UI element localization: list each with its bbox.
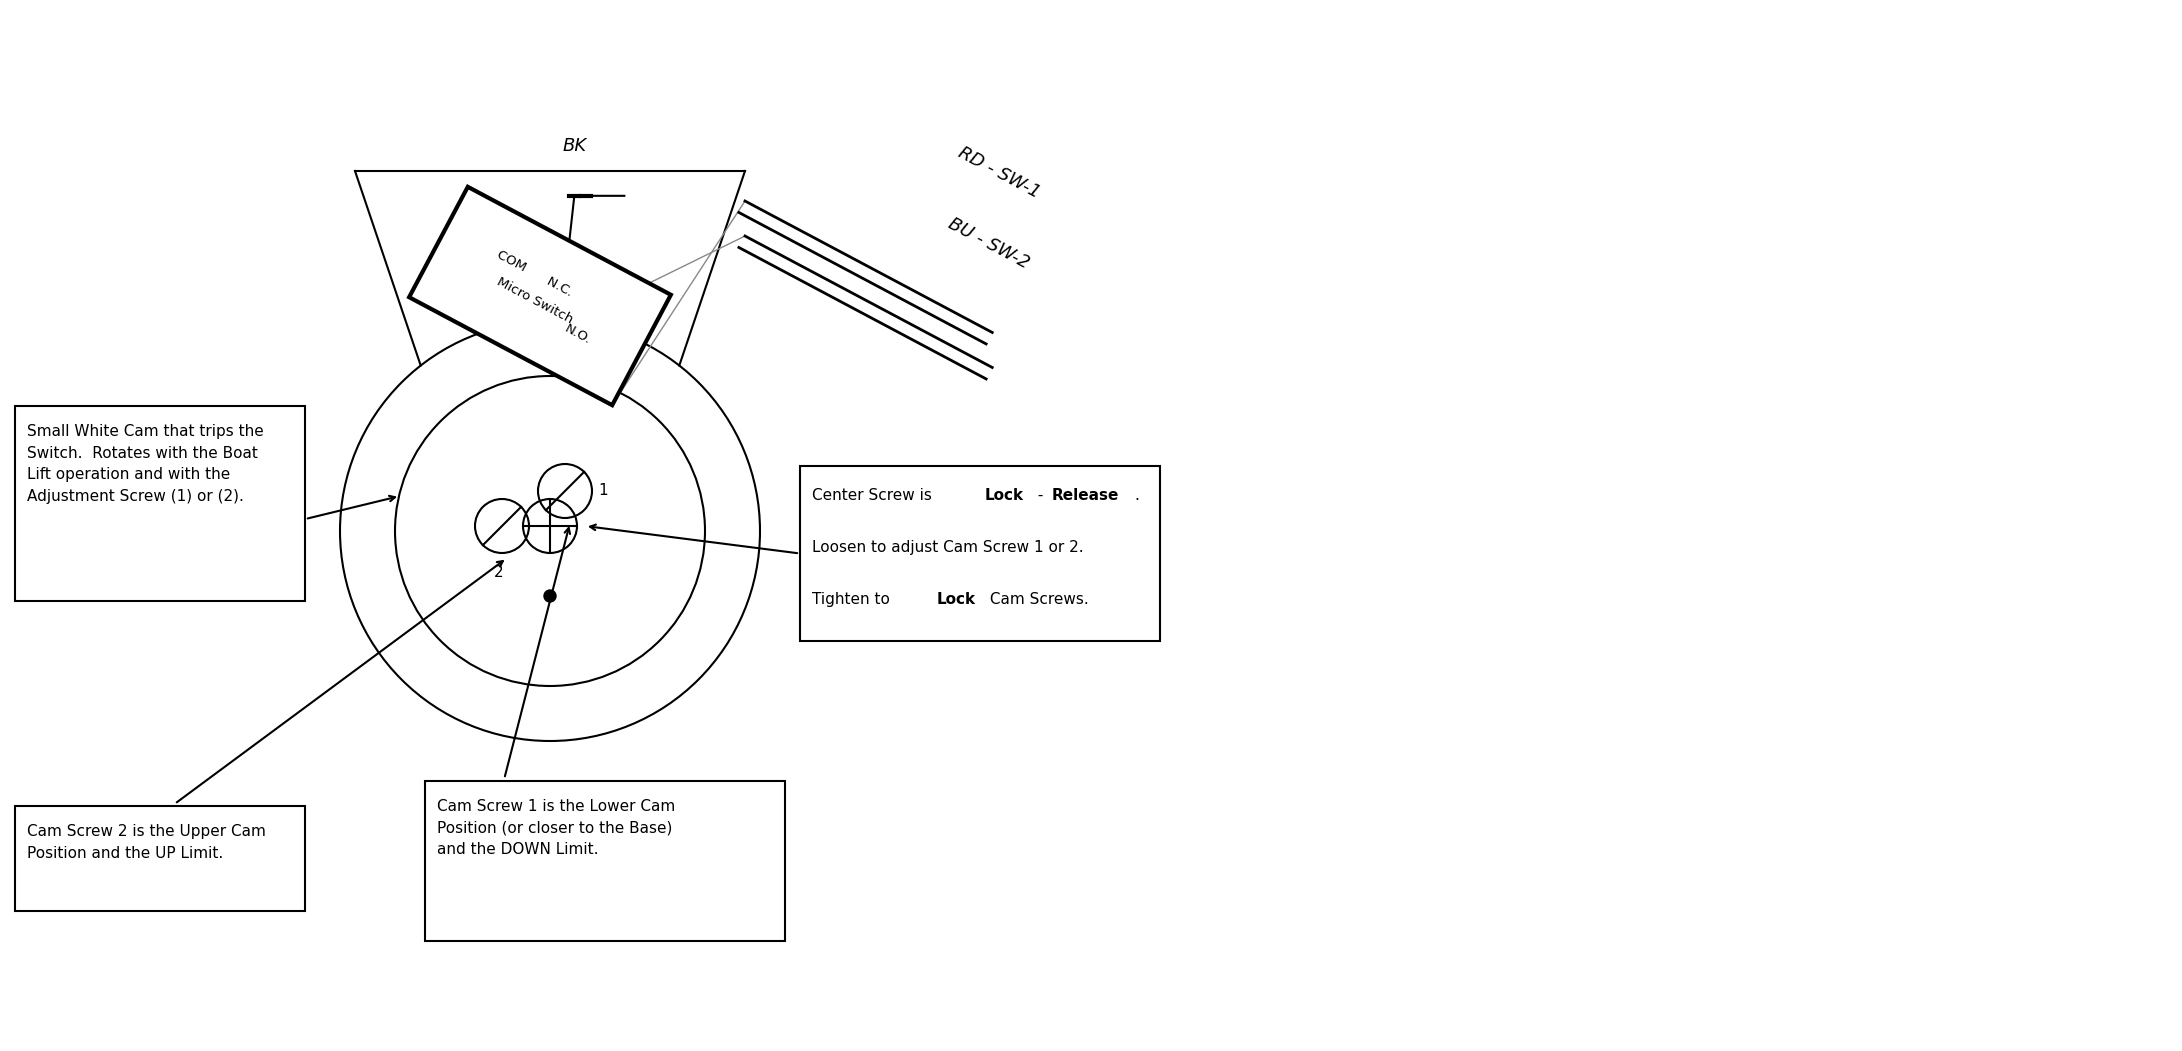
Text: Cam Screw 2 is the Upper Cam
Position and the UP Limit.: Cam Screw 2 is the Upper Cam Position an… — [26, 824, 266, 861]
Text: 2: 2 — [493, 565, 504, 580]
FancyBboxPatch shape — [801, 466, 1161, 641]
Text: 1: 1 — [598, 483, 607, 498]
Polygon shape — [408, 187, 670, 406]
Circle shape — [543, 590, 556, 602]
Text: -: - — [1032, 488, 1047, 503]
Text: Lock: Lock — [984, 488, 1023, 503]
Text: .: . — [1135, 488, 1139, 503]
Text: BU - SW-2: BU - SW-2 — [945, 215, 1032, 273]
FancyBboxPatch shape — [15, 806, 305, 911]
Text: Cam Screw 1 is the Lower Cam
Position (or closer to the Base)
and the DOWN Limit: Cam Screw 1 is the Lower Cam Position (o… — [436, 799, 674, 858]
Text: Lock: Lock — [936, 592, 975, 607]
Text: Loosen to adjust Cam Screw 1 or 2.: Loosen to adjust Cam Screw 1 or 2. — [812, 540, 1084, 555]
FancyBboxPatch shape — [15, 406, 305, 601]
Text: N.O.: N.O. — [563, 322, 594, 347]
Text: Cam Screws.: Cam Screws. — [984, 592, 1089, 607]
Text: BK: BK — [563, 137, 587, 154]
Text: Micro Switch: Micro Switch — [495, 275, 576, 327]
Text: Small White Cam that trips the
Switch.  Rotates with the Boat
Lift operation and: Small White Cam that trips the Switch. R… — [26, 424, 264, 503]
FancyBboxPatch shape — [425, 781, 786, 941]
Text: RD - SW-1: RD - SW-1 — [956, 144, 1043, 202]
Text: Release: Release — [1052, 488, 1119, 503]
Text: Center Screw is: Center Screw is — [812, 488, 936, 503]
Text: Tighten to: Tighten to — [812, 592, 895, 607]
Text: COM      N.C.: COM N.C. — [495, 249, 576, 300]
